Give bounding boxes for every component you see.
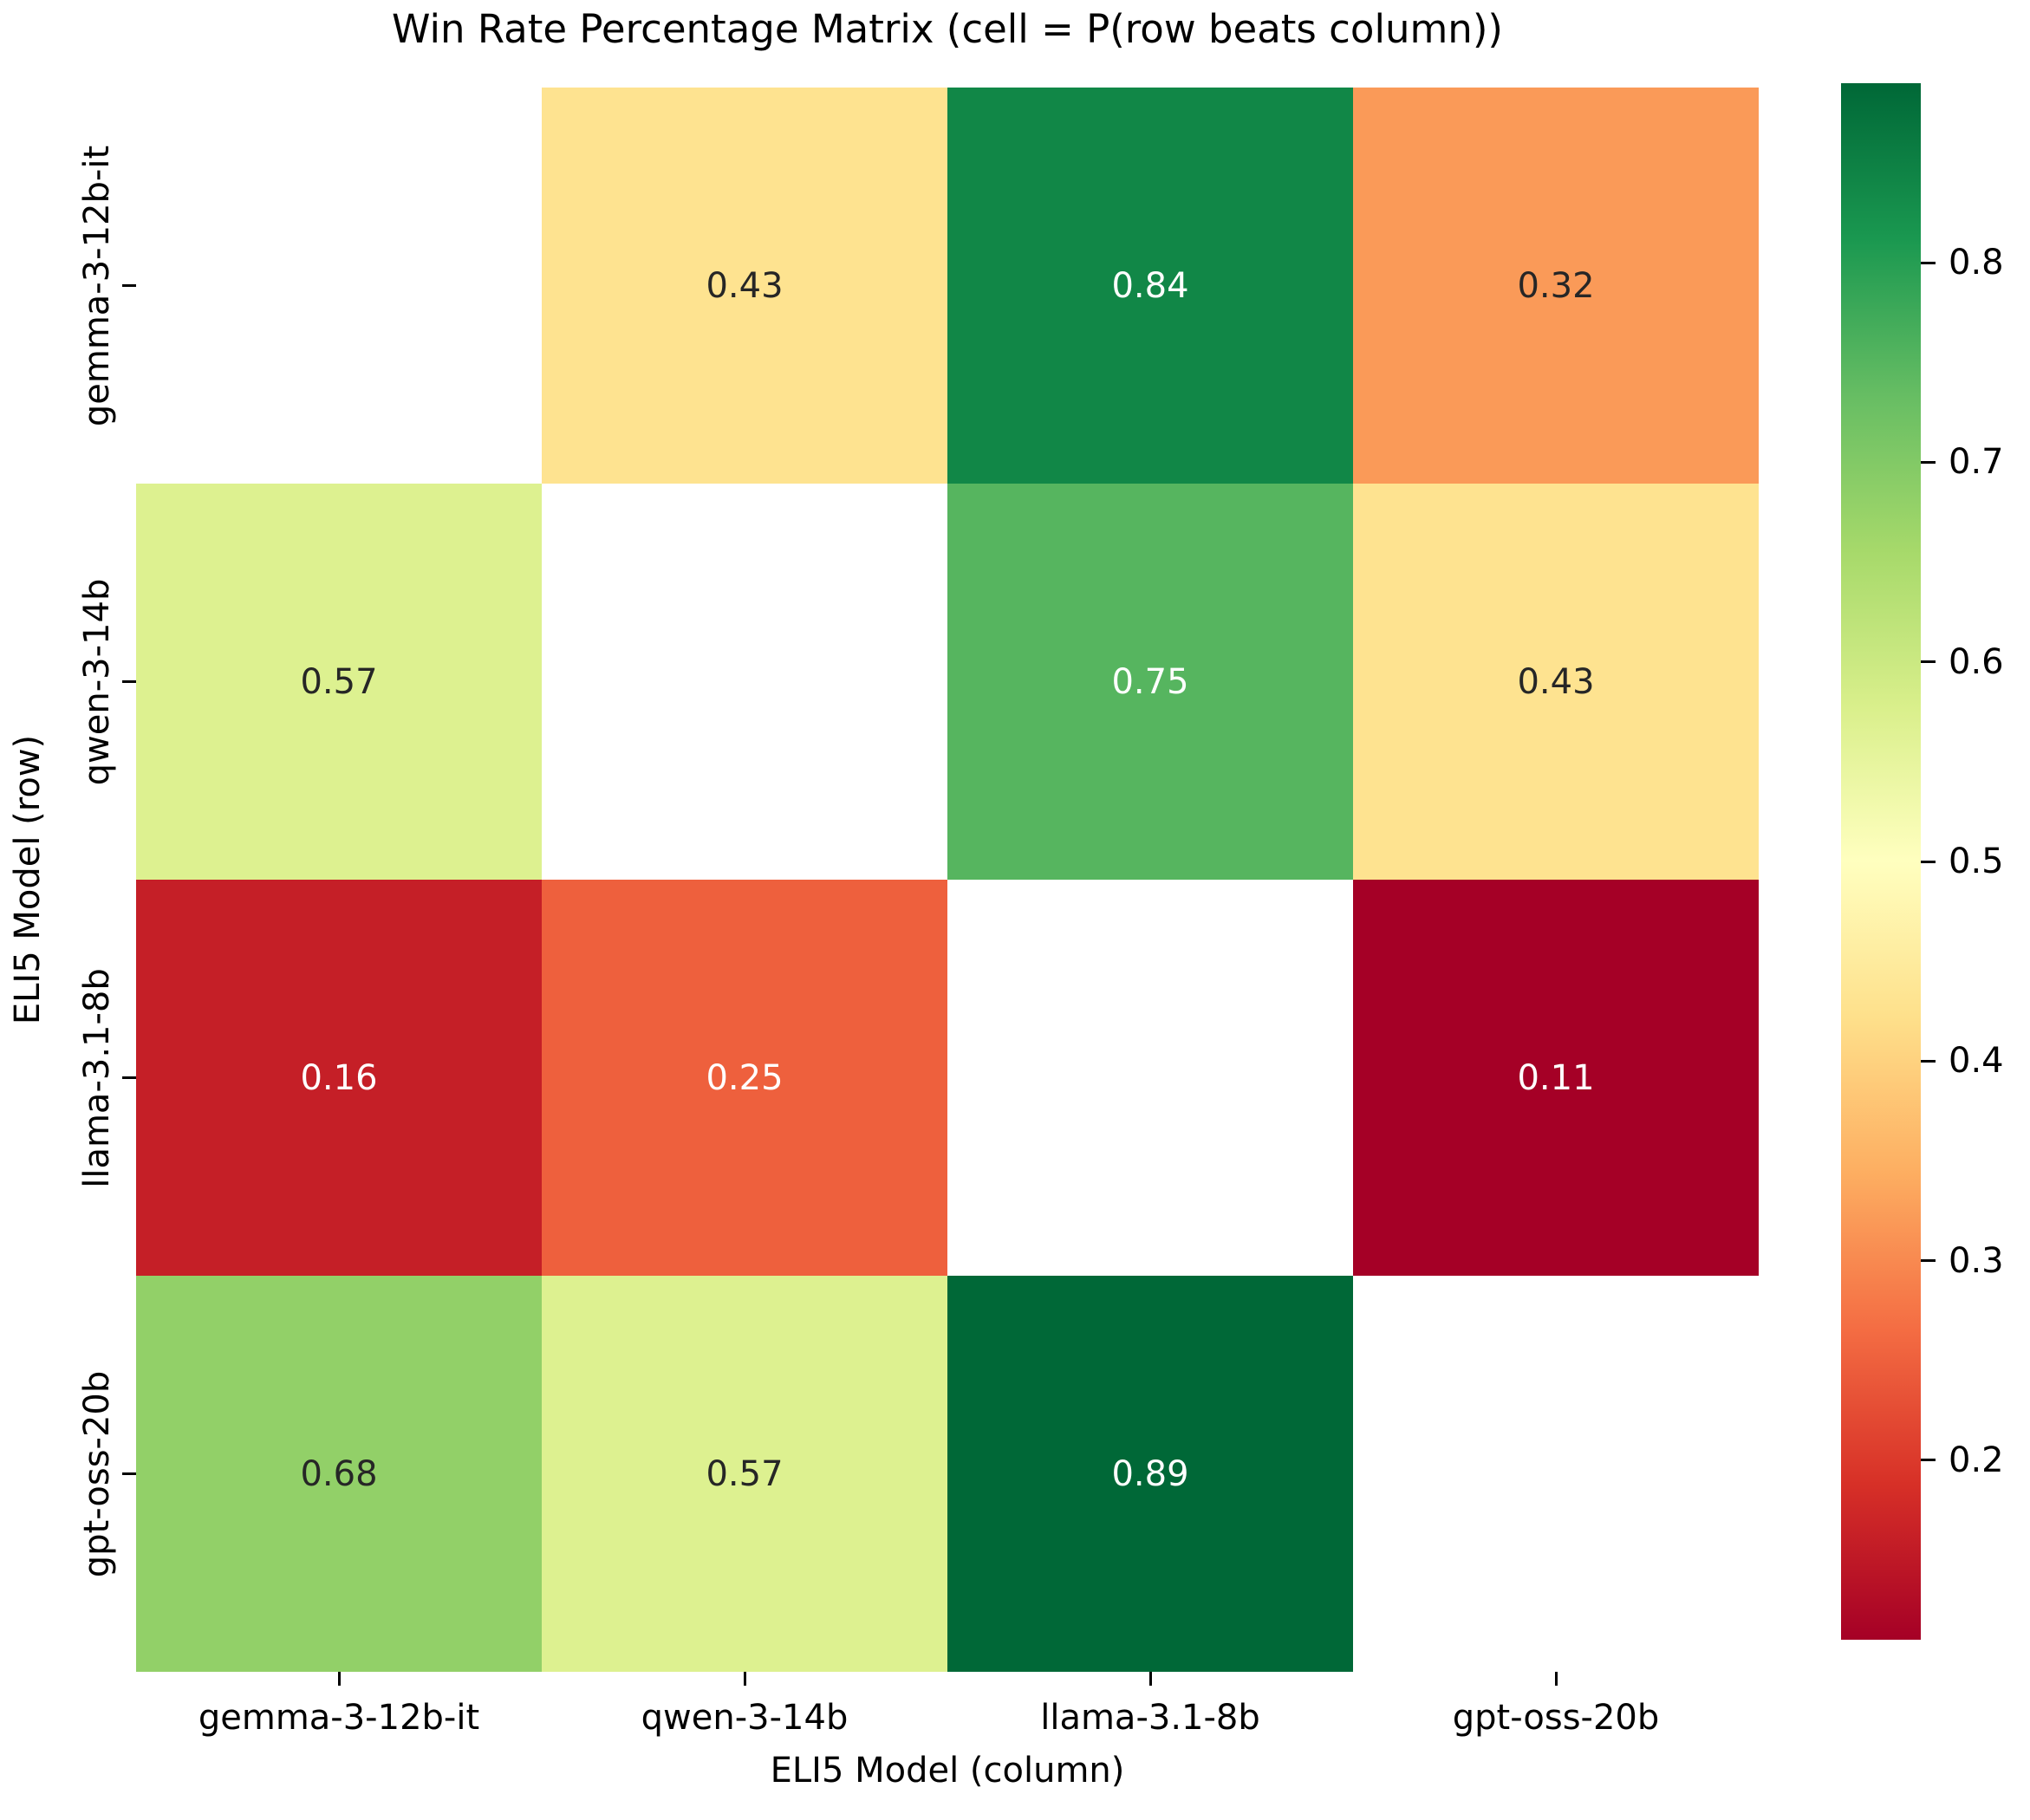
colorbar bbox=[1841, 83, 1921, 1640]
y-tick-mark bbox=[122, 284, 136, 287]
heatmap-cell-r3c0: 0.68 bbox=[136, 1276, 542, 1672]
heatmap-cell-r0c1: 0.43 bbox=[542, 88, 947, 484]
chart-title: Win Rate Percentage Matrix (cell = P(row… bbox=[392, 6, 1503, 52]
colorbar-tick-label-0.6: 0.6 bbox=[1949, 641, 2004, 682]
colorbar-tick-label-0.8: 0.8 bbox=[1949, 243, 2004, 283]
colorbar-tick-label-0.5: 0.5 bbox=[1949, 842, 2004, 881]
colorbar-tick-label-0.4: 0.4 bbox=[1949, 1041, 2004, 1082]
y-tick-label-gemma-3-12b-it: gemma-3-12b-it bbox=[77, 145, 117, 426]
heatmap-cell-r3c3 bbox=[1353, 1276, 1759, 1672]
x-tick-label-llama-3.1-8b: llama-3.1-8b bbox=[1040, 1698, 1260, 1738]
heatmap-cell-r0c0 bbox=[136, 88, 542, 484]
cell-annotation: 0.25 bbox=[706, 1057, 784, 1098]
y-tick-label-qwen-3-14b: qwen-3-14b bbox=[77, 578, 117, 785]
x-tick-mark bbox=[1554, 1672, 1558, 1686]
heatmap-cell-r1c1 bbox=[542, 484, 947, 880]
heatmap-grid: 0.43 0.84 0.32 0.57 0.75 0.43 0.16 0.25 0.11 0.68… bbox=[136, 88, 1759, 1672]
cell-annotation: 0.43 bbox=[706, 265, 784, 306]
y-tick-label-gpt-oss-20b: gpt-oss-20b bbox=[77, 1370, 117, 1577]
cell-annotation: 0.89 bbox=[1111, 1453, 1189, 1494]
colorbar-tick-label-0.7: 0.7 bbox=[1949, 442, 2004, 483]
cell-annotation: 0.75 bbox=[1111, 661, 1189, 702]
heatmap-cell-r2c0: 0.16 bbox=[136, 880, 542, 1276]
colorbar-tick-mark bbox=[1921, 660, 1936, 664]
y-tick-label-llama-3.1-8b: llama-3.1-8b bbox=[77, 967, 117, 1188]
y-tick-mark bbox=[122, 1076, 136, 1079]
x-tick-mark bbox=[337, 1672, 341, 1686]
colorbar-tick-mark bbox=[1921, 1059, 1936, 1063]
y-tick-mark bbox=[122, 1472, 136, 1475]
x-tick-label-gemma-3-12b-it: gemma-3-12b-it bbox=[198, 1698, 480, 1738]
heatmap-cell-r2c3: 0.11 bbox=[1353, 880, 1759, 1276]
colorbar-tick-label-0.3: 0.3 bbox=[1949, 1240, 2004, 1281]
x-tick-label-gpt-oss-20b: gpt-oss-20b bbox=[1452, 1698, 1660, 1738]
heatmap-cell-r1c0: 0.57 bbox=[136, 484, 542, 880]
heatmap-cell-r0c3: 0.32 bbox=[1353, 88, 1759, 484]
cell-annotation: 0.16 bbox=[300, 1057, 378, 1098]
cell-annotation: 0.11 bbox=[1517, 1057, 1595, 1098]
colorbar-tick-mark bbox=[1921, 261, 1936, 264]
y-tick-mark bbox=[122, 680, 136, 683]
heatmap-cell-r2c1: 0.25 bbox=[542, 880, 947, 1276]
y-axis-label: ELI5 Model (row) bbox=[8, 734, 48, 1025]
cell-annotation: 0.57 bbox=[300, 661, 378, 702]
cell-annotation: 0.57 bbox=[706, 1453, 784, 1494]
cell-annotation: 0.84 bbox=[1111, 265, 1189, 306]
colorbar-tick-label-0.2: 0.2 bbox=[1949, 1440, 2004, 1480]
heatmap-cell-r2c2 bbox=[947, 880, 1353, 1276]
heatmap-cell-r3c2: 0.89 bbox=[947, 1276, 1353, 1672]
cell-annotation: 0.68 bbox=[300, 1453, 378, 1494]
x-tick-label-qwen-3-14b: qwen-3-14b bbox=[641, 1698, 849, 1738]
colorbar-tick-mark bbox=[1921, 460, 1936, 464]
colorbar-tick-mark bbox=[1921, 860, 1936, 863]
heatmap-cell-r1c3: 0.43 bbox=[1353, 484, 1759, 880]
heatmap-cell-r0c2: 0.84 bbox=[947, 88, 1353, 484]
colorbar-tick-mark bbox=[1921, 1459, 1936, 1462]
heatmap-cell-r1c2: 0.75 bbox=[947, 484, 1353, 880]
colorbar-tick-mark bbox=[1921, 1259, 1936, 1262]
cell-annotation: 0.43 bbox=[1517, 661, 1595, 702]
x-tick-mark bbox=[743, 1672, 746, 1686]
cell-annotation: 0.32 bbox=[1517, 265, 1595, 306]
heatmap-cell-r3c1: 0.57 bbox=[542, 1276, 947, 1672]
x-tick-mark bbox=[1148, 1672, 1152, 1686]
x-axis-label: ELI5 Model (column) bbox=[770, 1751, 1125, 1791]
